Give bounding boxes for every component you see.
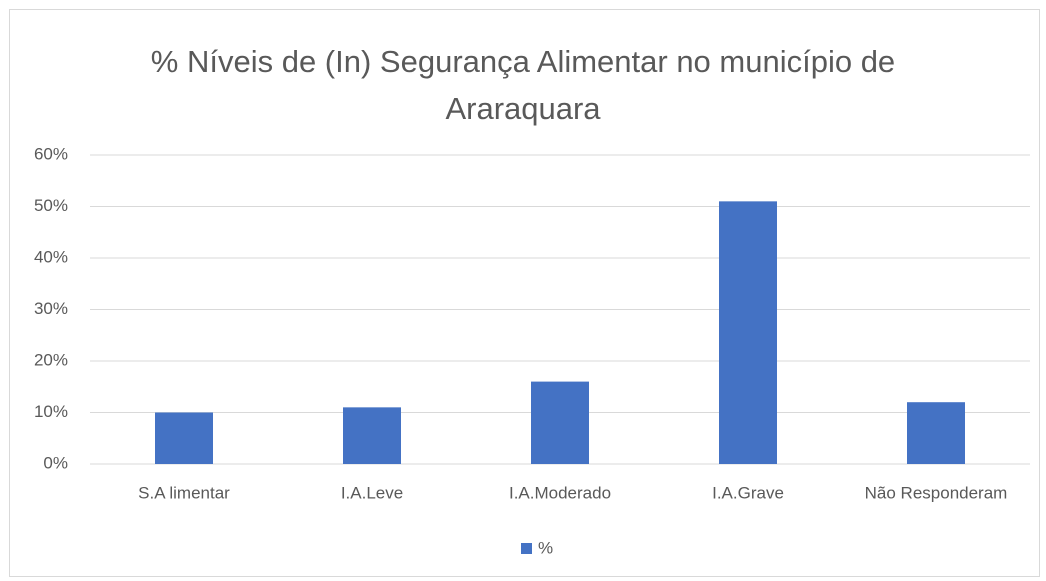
y-tick-label: 40%: [34, 247, 68, 266]
x-tick-label: S.A limentar: [138, 483, 230, 502]
x-tick-label: Não Responderam: [865, 483, 1008, 502]
x-tick-label: I.A.Leve: [341, 483, 403, 502]
y-tick-label: 0%: [43, 453, 68, 472]
bar: [343, 407, 401, 464]
bar: [907, 402, 965, 464]
x-tick-label: I.A.Grave: [712, 483, 784, 502]
y-tick-label: 10%: [34, 402, 68, 421]
bar: [531, 381, 589, 464]
bar: [719, 201, 777, 464]
chart-title: % Níveis de (In) Segurança Alimentar no …: [150, 44, 896, 126]
y-tick-label: 50%: [34, 196, 68, 215]
y-tick-label: 30%: [34, 299, 68, 318]
legend-label: %: [538, 538, 553, 557]
y-tick-label: 20%: [34, 350, 68, 369]
chart-border: [9, 9, 1040, 577]
y-tick-label: 60%: [34, 144, 68, 163]
legend-swatch: [521, 543, 532, 554]
bar: [155, 412, 213, 464]
x-tick-label: I.A.Moderado: [509, 483, 611, 502]
